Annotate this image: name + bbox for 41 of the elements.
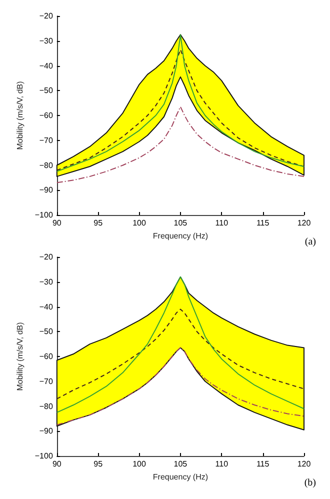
y-tick-label: −100 [34,210,54,220]
text: (a) [304,236,316,248]
x-tick-label: 90 [52,460,62,468]
y-tick-label: −80 [39,402,54,411]
y-tick-label: −100 [34,452,54,460]
x-tick-label: 100 [132,218,146,228]
x-tick-label: 110 [215,460,229,468]
x-tick-label: 120 [297,460,312,468]
x-tick-label: 110 [215,218,229,228]
line-series [56,106,304,184]
y-tick-label: −40 [39,61,54,70]
y-tick-label: −20 [39,252,54,262]
x-tick-label: 120 [297,218,312,228]
y-tick-label: −70 [39,376,54,386]
x-tick-label: 115 [256,460,270,468]
y-tick-label: −70 [39,136,54,145]
y-tick-label: −20 [39,12,54,20]
x-tick-label: 105 [174,460,188,468]
y-tick-label: −90 [39,186,54,195]
y-tick-label: −30 [39,277,54,286]
y-tick-label: −50 [39,86,54,96]
y-tick-label: −60 [39,352,54,361]
x-tick-label: 95 [94,218,104,228]
y-tick-label: −40 [39,302,54,312]
y-tick-label: −80 [39,160,54,170]
y-axis-title: Mobility (m/s/V, dB) [16,322,24,391]
x-tick-label: 90 [52,218,62,228]
text: (b) [304,478,316,488]
y-tick-label: −50 [39,327,54,336]
x-tick-label: 105 [174,218,188,228]
y-axis-title: Mobility (m/s/V, dB) [16,80,24,150]
line-series [56,308,304,400]
x-axis-title: Frequency (Hz) [152,472,208,482]
y-tick-label: −30 [39,36,54,46]
x-axis-title: Frequency (Hz) [152,231,208,240]
x-tick-label: 100 [132,460,146,468]
line-series [56,347,304,426]
y-tick-label: −60 [39,111,54,120]
x-tick-label: 95 [94,460,104,468]
x-tick-label: 115 [256,218,270,228]
y-tick-label: −90 [39,426,54,436]
